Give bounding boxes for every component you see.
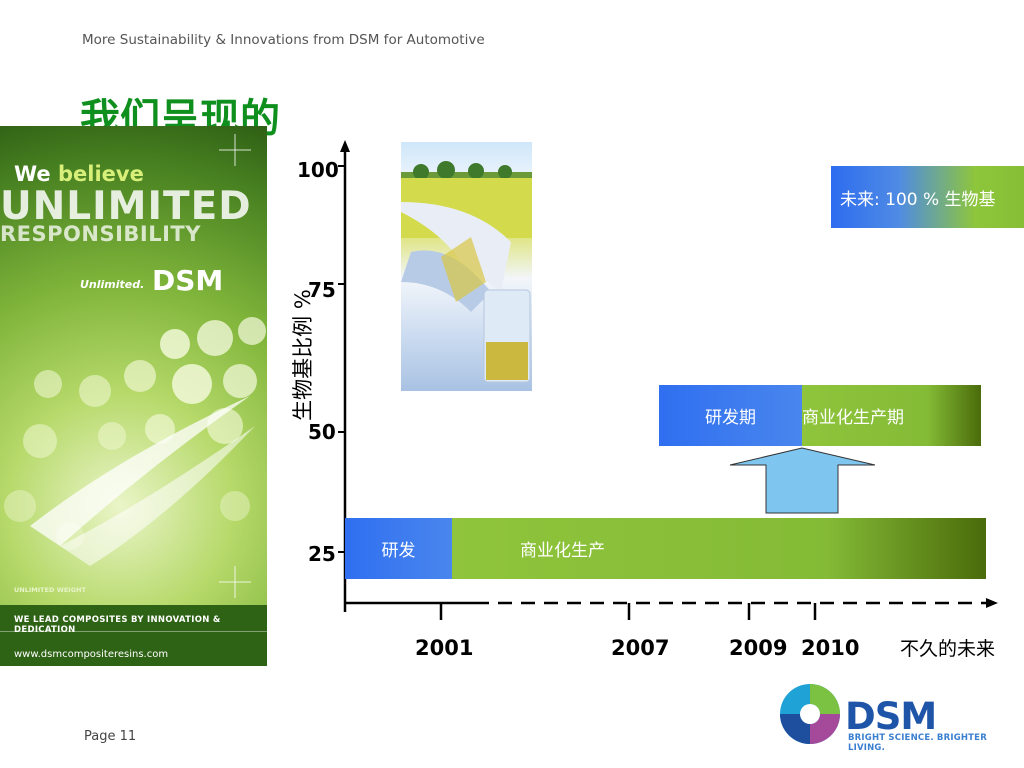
y-axis-label: 生物基比例 % <box>291 289 315 421</box>
bar-commercial-25: 商业化生产 <box>452 518 986 579</box>
dsm-logo-text: DSM <box>845 695 937 738</box>
header-text: More Sustainability & Innovations from D… <box>82 32 485 48</box>
bar-rd-50: 研发期 <box>659 385 802 446</box>
x-tick-label: 2010 <box>801 636 860 660</box>
y-tick-label: 50 <box>308 420 336 444</box>
future-callout-text: 未来: 100 % 生物基 <box>840 189 996 210</box>
x-tick-label: 2007 <box>611 636 670 660</box>
y-tick-label: 25 <box>308 542 336 566</box>
bokeh-background <box>4 134 266 598</box>
x-tick-label: 2009 <box>729 636 788 660</box>
banner-we-believe: We believe <box>14 162 144 186</box>
dsm-logo-tagline: BRIGHT SCIENCE. BRIGHTER LIVING. <box>848 733 987 753</box>
banner-divider <box>0 631 267 632</box>
promo-banner: We believe UNLIMITED RESPONSIBILITY Unli… <box>0 126 267 666</box>
page-number: Page 11 <box>84 729 137 744</box>
bar-commercial-50: 商业化生产期 <box>802 385 981 446</box>
y-tick-label: 100 <box>297 158 339 182</box>
banner-brand: DSM <box>152 264 224 297</box>
x-tick-label: 2001 <box>415 636 474 660</box>
x-axis-arrow <box>986 598 998 608</box>
dsm-logo-icon <box>780 684 840 744</box>
banner-lead-text: WE LEAD COMPOSITES BY INNOVATION & DEDIC… <box>14 615 221 635</box>
lab-photo <box>401 142 532 391</box>
y-axis-arrow <box>340 140 350 152</box>
banner-small-text: UNLIMITED WEIGHT <box>14 586 86 594</box>
bar-label: 商业化生产 <box>520 541 605 561</box>
bar-label: 研发期 <box>705 408 756 428</box>
banner-footer-strip <box>0 605 267 666</box>
upgrade-arrow <box>729 447 876 514</box>
banner-unlimited: UNLIMITED <box>0 184 252 229</box>
future-callout: 未来: 100 % 生物基 <box>831 166 1024 228</box>
banner-url: www.dsmcompositeresins.com <box>14 649 169 660</box>
bar-label: 商业化生产期 <box>802 408 904 428</box>
bar-rd-25: 研发 <box>345 518 452 579</box>
lab-photo-illustration <box>401 161 532 383</box>
bar-label: 研发 <box>381 541 416 561</box>
banner-unlimited-tag: Unlimited. <box>80 278 145 291</box>
x-future-label: 不久的未来 <box>900 638 996 660</box>
y-tick-label: 75 <box>308 278 336 302</box>
banner-responsibility: RESPONSIBILITY <box>0 222 201 246</box>
